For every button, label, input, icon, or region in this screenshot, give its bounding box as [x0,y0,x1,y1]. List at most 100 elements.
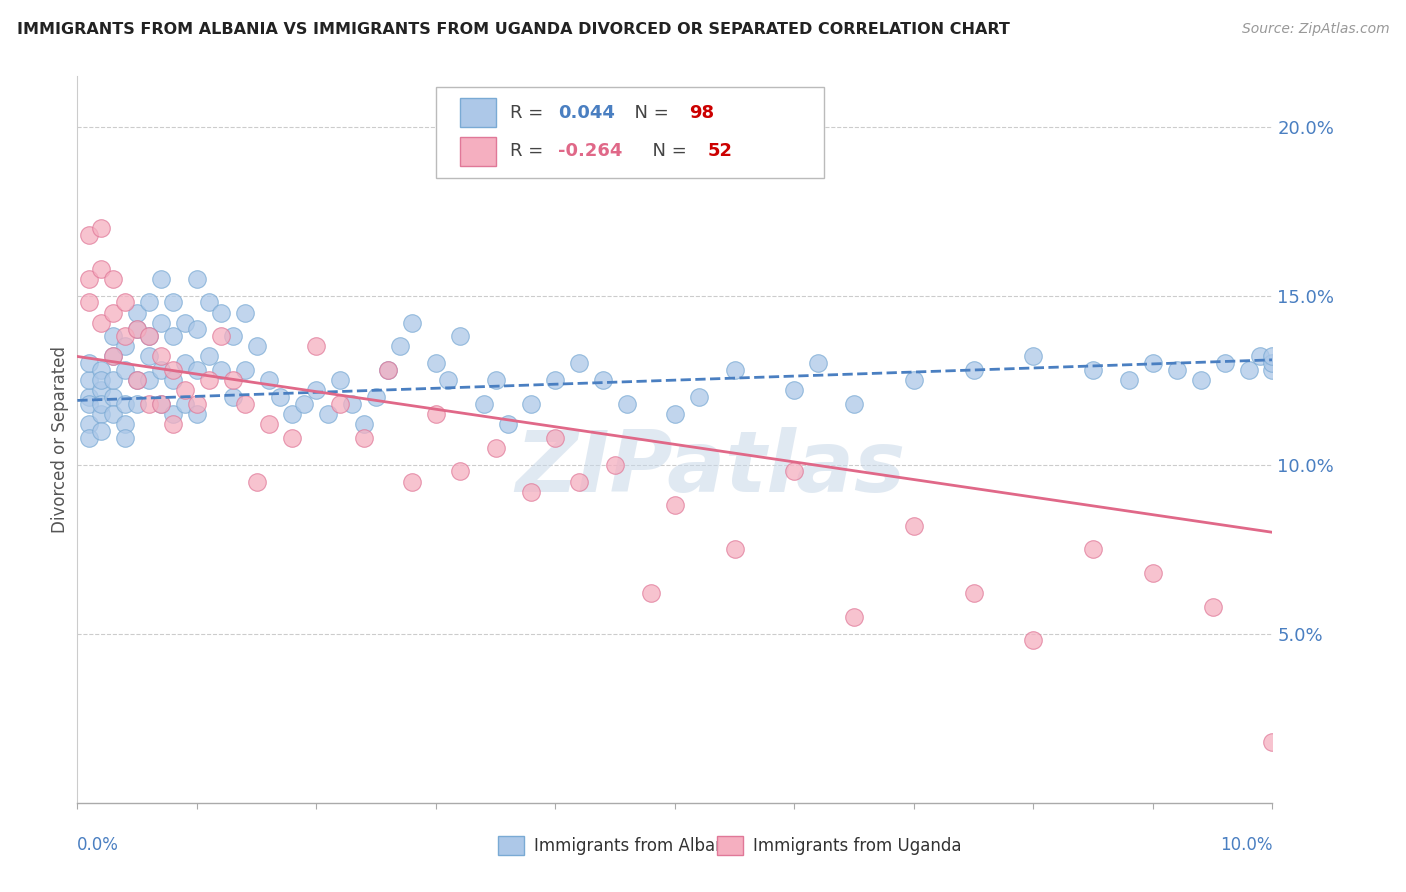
Point [783,465,806,479]
Point [592,373,614,387]
Point [186,363,208,377]
FancyBboxPatch shape [436,87,824,178]
Point [568,475,591,489]
Point [150,316,173,330]
Point [174,397,197,411]
Point [114,339,136,353]
Point [209,329,232,343]
Point [544,373,567,387]
Text: R =: R = [510,103,548,121]
Point [1261,356,1284,370]
Point [138,295,160,310]
Y-axis label: Divorced or Separated: Divorced or Separated [51,346,69,533]
Point [222,329,245,343]
Point [209,305,232,319]
Point [127,373,149,387]
Point [437,373,460,387]
Point [449,465,471,479]
Point [1142,356,1164,370]
Point [305,384,328,398]
Point [246,339,269,353]
Point [257,417,280,431]
Point [366,390,388,404]
Point [401,475,423,489]
Point [292,397,315,411]
Point [281,431,304,445]
Point [329,373,352,387]
Text: 98: 98 [689,103,714,121]
Point [174,384,197,398]
Point [520,484,543,499]
Point [174,356,197,370]
Point [1083,542,1105,557]
Text: 0.044: 0.044 [558,103,614,121]
Point [485,441,508,455]
Point [688,390,710,404]
Point [90,397,112,411]
Point [197,350,219,364]
Point [197,373,219,387]
Point [209,363,232,377]
Point [138,373,160,387]
Point [90,424,112,438]
Point [103,407,124,421]
Text: 0.0%: 0.0% [77,836,120,854]
Point [186,271,208,285]
Point [114,417,136,431]
Point [79,417,101,431]
Point [1261,350,1284,364]
Point [353,417,375,431]
Text: -0.264: -0.264 [558,142,621,160]
Point [233,397,256,411]
Bar [498,836,524,855]
Point [114,329,136,343]
Point [640,586,662,600]
Text: Source: ZipAtlas.com: Source: ZipAtlas.com [1241,22,1389,37]
Point [318,407,340,421]
Point [114,363,136,377]
Point [1189,373,1212,387]
Point [616,397,638,411]
Point [79,271,101,285]
Bar [460,136,496,166]
Point [377,363,399,377]
Point [903,373,925,387]
Point [127,322,149,336]
Point [222,373,245,387]
Text: 52: 52 [707,142,733,160]
Point [1166,363,1188,377]
Point [605,458,627,472]
Text: 10.0%: 10.0% [1220,836,1272,854]
Point [724,542,747,557]
Point [162,407,184,421]
Point [127,397,149,411]
Point [79,397,101,411]
Point [127,373,149,387]
Text: ZIPatlas: ZIPatlas [516,427,905,510]
Point [103,305,124,319]
Text: Immigrants from Uganda: Immigrants from Uganda [752,837,962,855]
Point [79,431,101,445]
Text: IMMIGRANTS FROM ALBANIA VS IMMIGRANTS FROM UGANDA DIVORCED OR SEPARATED CORRELAT: IMMIGRANTS FROM ALBANIA VS IMMIGRANTS FR… [17,22,1010,37]
Point [114,397,136,411]
Point [496,417,519,431]
Point [103,350,124,364]
Point [246,475,269,489]
Point [162,329,184,343]
Point [90,316,112,330]
Point [103,350,124,364]
Point [90,384,112,398]
Text: Immigrants from Albania: Immigrants from Albania [534,837,740,855]
Point [1142,566,1164,580]
Point [425,356,447,370]
Point [90,221,112,235]
Point [963,586,986,600]
Point [150,363,173,377]
Point [1261,735,1284,749]
Point [544,431,567,445]
Point [520,397,543,411]
Point [103,271,124,285]
Point [79,390,101,404]
Point [844,610,866,624]
Point [305,339,328,353]
